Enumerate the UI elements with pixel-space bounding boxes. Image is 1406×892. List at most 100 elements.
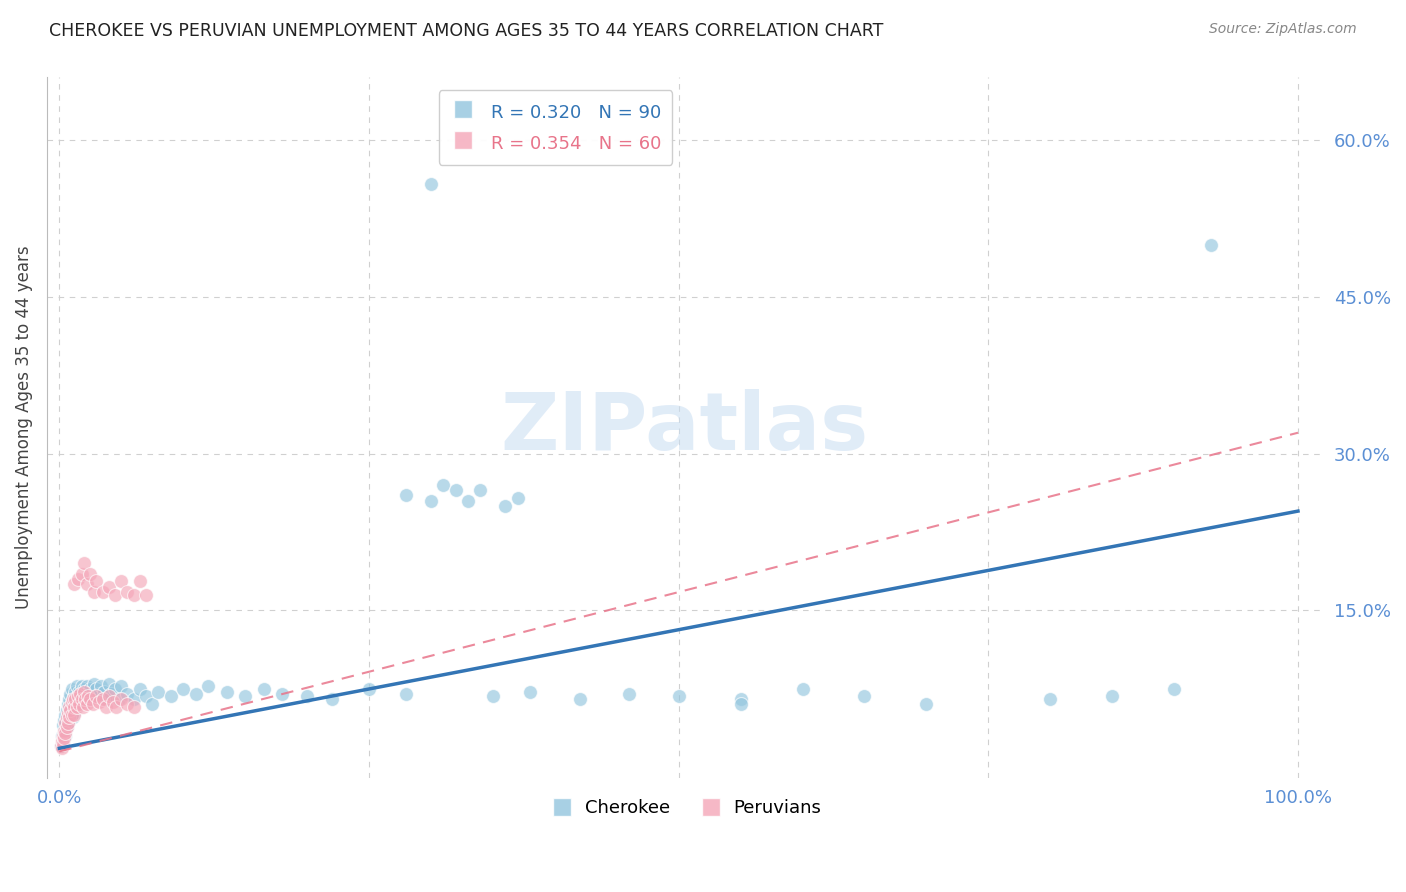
Point xyxy=(72,699,94,714)
Point xyxy=(55,703,77,717)
Point xyxy=(110,692,132,706)
Point xyxy=(76,698,98,712)
Point xyxy=(87,687,110,701)
Point xyxy=(56,716,79,731)
Point xyxy=(65,685,87,699)
Y-axis label: Unemployment Among Ages 35 to 44 years: Unemployment Among Ages 35 to 44 years xyxy=(15,245,32,609)
Point xyxy=(100,687,122,701)
Point xyxy=(56,716,79,731)
Point xyxy=(295,689,318,703)
Point xyxy=(63,706,86,720)
Point xyxy=(271,687,294,701)
Point xyxy=(67,698,90,712)
Point xyxy=(668,689,690,703)
Point xyxy=(65,692,87,706)
Point xyxy=(62,692,84,706)
Point xyxy=(494,499,516,513)
Point xyxy=(60,681,83,696)
Point xyxy=(135,588,157,602)
Point xyxy=(58,710,80,724)
Point xyxy=(117,698,139,712)
Point xyxy=(792,681,814,696)
Point xyxy=(730,698,752,712)
Point xyxy=(568,692,591,706)
Point xyxy=(77,692,100,706)
Point xyxy=(915,698,938,712)
Point xyxy=(122,692,145,706)
Point xyxy=(55,729,77,743)
Point xyxy=(55,716,77,731)
Point xyxy=(86,681,108,696)
Point xyxy=(65,699,87,714)
Point xyxy=(52,729,75,743)
Point xyxy=(321,692,343,706)
Point xyxy=(53,731,76,745)
Point xyxy=(76,689,98,703)
Point xyxy=(87,695,110,709)
Point xyxy=(66,689,89,703)
Point xyxy=(51,729,73,743)
Point xyxy=(117,687,139,701)
Point xyxy=(63,699,86,714)
Point xyxy=(76,577,98,591)
Point xyxy=(172,681,194,696)
Point xyxy=(128,681,150,696)
Point xyxy=(67,685,90,699)
Point xyxy=(56,698,79,712)
Point xyxy=(1201,237,1223,252)
Point xyxy=(69,698,91,712)
Point xyxy=(79,681,101,696)
Point xyxy=(51,734,73,748)
Text: CHEROKEE VS PERUVIAN UNEMPLOYMENT AMONG AGES 35 TO 44 YEARS CORRELATION CHART: CHEROKEE VS PERUVIAN UNEMPLOYMENT AMONG … xyxy=(49,22,883,40)
Point xyxy=(58,710,80,724)
Point xyxy=(55,720,77,734)
Point xyxy=(184,687,207,701)
Point xyxy=(65,699,87,714)
Point xyxy=(63,577,86,591)
Point xyxy=(76,679,98,693)
Point xyxy=(519,685,541,699)
Point xyxy=(59,703,82,717)
Point xyxy=(63,689,86,703)
Point xyxy=(79,692,101,706)
Point xyxy=(148,685,170,699)
Point xyxy=(73,681,96,696)
Point xyxy=(73,557,96,571)
Point xyxy=(122,588,145,602)
Point xyxy=(419,177,441,191)
Point xyxy=(128,574,150,588)
Point xyxy=(91,584,114,599)
Point xyxy=(1039,692,1062,706)
Point xyxy=(52,737,75,751)
Point xyxy=(70,692,93,706)
Point xyxy=(75,692,97,706)
Legend: Cherokee, Peruvians: Cherokee, Peruvians xyxy=(541,792,828,824)
Point xyxy=(59,687,82,701)
Point xyxy=(215,685,238,699)
Point xyxy=(110,679,132,693)
Point xyxy=(55,720,77,734)
Point xyxy=(104,681,127,696)
Point xyxy=(70,679,93,693)
Point xyxy=(63,707,86,722)
Point xyxy=(60,699,83,714)
Point xyxy=(55,725,77,739)
Point xyxy=(96,692,118,706)
Point xyxy=(52,734,75,748)
Point xyxy=(60,695,83,709)
Point xyxy=(79,566,101,581)
Point xyxy=(97,580,120,594)
Point xyxy=(55,723,77,738)
Point xyxy=(97,676,120,690)
Point xyxy=(93,685,115,699)
Point xyxy=(53,723,76,738)
Point xyxy=(53,731,76,745)
Point xyxy=(117,584,139,599)
Point xyxy=(233,689,256,703)
Point xyxy=(357,681,380,696)
Point xyxy=(419,493,441,508)
Point xyxy=(101,695,124,709)
Point xyxy=(90,679,112,693)
Point xyxy=(104,588,127,602)
Point xyxy=(66,692,89,706)
